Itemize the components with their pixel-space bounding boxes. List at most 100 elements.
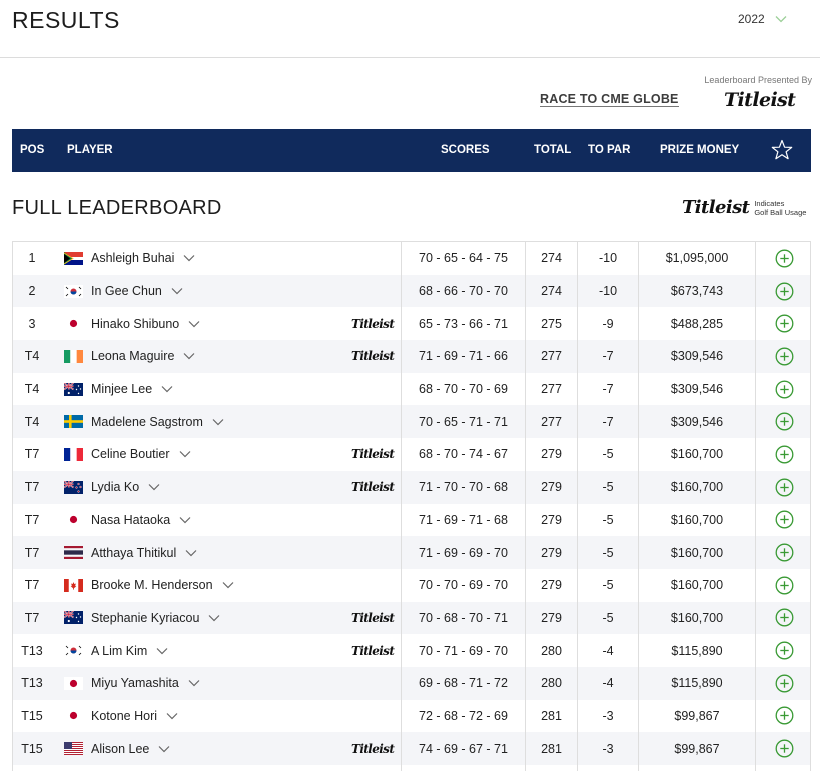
player-name-toggle[interactable]: Hinako Shibuno	[91, 307, 200, 340]
position-cell: T4	[24, 349, 40, 364]
add-circle-icon	[775, 543, 793, 562]
add-favorite-button[interactable]	[755, 503, 810, 537]
player-name-toggle[interactable]: Lydia Ko	[91, 471, 160, 504]
flag-sweden-icon	[64, 415, 83, 429]
player-name-toggle[interactable]: In Gee Chun	[91, 275, 183, 308]
year-select[interactable]: 2022	[738, 8, 808, 30]
player-name-toggle[interactable]: Madelene Sagstrom	[91, 405, 224, 438]
total-cell: 279	[525, 601, 577, 635]
prize-money-cell: $115,890	[638, 666, 755, 700]
player-name-toggle[interactable]: Kotone Hori	[91, 700, 178, 733]
header-to-par: TO PAR	[588, 144, 631, 156]
position-cell: T7	[24, 447, 40, 462]
chevron-down-icon	[166, 713, 178, 720]
scores-cell: 70 - 65 - 64 - 75	[401, 242, 525, 275]
add-favorite-button[interactable]	[755, 405, 810, 439]
add-favorite-button[interactable]	[755, 307, 810, 341]
player-name-toggle[interactable]: Brooke M. Henderson	[91, 569, 234, 602]
add-favorite-button[interactable]	[755, 470, 810, 504]
add-favorite-button[interactable]	[755, 732, 810, 765]
player-name: Minjee Lee	[91, 382, 153, 397]
leaderboard-row: T7 Atthaya Thitikul 71 - 69 - 69 - 70 27…	[13, 536, 810, 569]
flag-france-icon	[64, 447, 83, 461]
flag-japan-icon	[64, 317, 83, 331]
add-favorite-button[interactable]	[755, 666, 810, 700]
player-name-toggle[interactable]: Celine Boutier	[91, 438, 191, 471]
titleist-ball-logo: Titleist	[351, 349, 395, 364]
add-favorite-button[interactable]	[755, 568, 810, 602]
chevron-down-icon	[188, 680, 200, 687]
add-favorite-button[interactable]	[755, 372, 810, 406]
player-name-toggle[interactable]: Stephanie Kyriacou	[91, 602, 220, 635]
to-par-cell: -5	[577, 536, 638, 569]
add-circle-icon	[775, 478, 793, 497]
player-name-toggle[interactable]: Nasa Hataoka	[91, 504, 191, 537]
add-circle-icon	[775, 412, 793, 431]
flag-australia-icon	[64, 611, 83, 625]
player-name-toggle[interactable]: Alison Lee	[91, 732, 170, 765]
titleist-legend: Titleist Indicates Golf Ball Usage	[682, 197, 806, 218]
add-favorite-button[interactable]	[755, 438, 810, 471]
add-circle-icon	[775, 282, 793, 300]
flag-cell	[64, 242, 83, 275]
leaderboard-row: T15 Alison Lee Titleist 74 - 69 - 67 - 7…	[13, 732, 810, 765]
position-cell: 1	[28, 251, 36, 266]
header-prize-money: PRIZE MONEY	[660, 144, 740, 156]
add-circle-icon	[775, 380, 793, 399]
prize-money-cell: $99,867	[638, 699, 755, 733]
add-circle-icon	[775, 347, 793, 366]
player-name: A Lim Kim	[91, 643, 148, 658]
player-name: Brooke M. Henderson	[91, 578, 213, 593]
player-name-toggle[interactable]: Leona Maguire	[91, 340, 195, 373]
titleist-ball-logo: Titleist	[351, 447, 395, 462]
titleist-ball-logo: Titleist	[351, 610, 395, 625]
flag-cell	[64, 536, 83, 569]
add-favorite-button[interactable]	[755, 274, 810, 308]
legend-text-line1: Indicates	[754, 198, 785, 208]
scores-cell: 72 - 68 - 72 - 69	[401, 699, 525, 733]
star-icon[interactable]	[771, 139, 793, 161]
scores-cell: 68 - 66 - 70 - 70	[401, 274, 525, 308]
position-cell: T13	[21, 676, 43, 691]
chevron-down-icon	[148, 484, 160, 491]
add-favorite-button	[755, 765, 810, 771]
player-name-toggle[interactable]: Ashleigh Buhai	[91, 242, 195, 275]
total-cell: 274	[525, 242, 577, 275]
leaderboard-row: T13 Miyu Yamashita 69 - 68 - 71 - 72 280…	[13, 666, 810, 700]
to-par-cell: -5	[577, 470, 638, 504]
flag-south-africa-icon	[64, 251, 83, 265]
titleist-sponsor-logo[interactable]: Titleist	[724, 89, 796, 111]
player-name-toggle[interactable]: A Lim Kim	[91, 634, 168, 667]
add-favorite-button[interactable]	[755, 601, 810, 635]
to-par-cell: -9	[577, 307, 638, 341]
chevron-down-icon	[183, 353, 195, 360]
top-bar: RESULTS 2022	[0, 0, 820, 58]
add-favorite-button[interactable]	[755, 536, 810, 569]
player-name-toggle[interactable]: Miyu Yamashita	[91, 667, 200, 700]
page-title: RESULTS	[12, 7, 120, 33]
add-favorite-button[interactable]	[755, 340, 810, 373]
add-favorite-button[interactable]	[755, 242, 810, 275]
scores-cell: 71 - 69 - 69 - 70	[401, 536, 525, 569]
leaderboard-row: T7 Lydia Ko Titleist 71 - 70 - 70 - 68 2…	[13, 470, 810, 504]
prize-money-cell: $160,700	[638, 536, 755, 569]
flag-japan-icon	[64, 513, 83, 527]
scores-cell: 71 - 69 - 71 - 66	[401, 340, 525, 373]
add-favorite-button[interactable]	[755, 699, 810, 733]
player-name-toggle[interactable]: Minjee Lee	[91, 373, 173, 406]
flag-south-korea-icon	[64, 644, 83, 658]
header-pos: POS	[20, 144, 45, 156]
prize-money-cell: $115,890	[638, 634, 755, 667]
titleist-ball-logo: Titleist	[351, 741, 395, 756]
to-par-cell: -5	[577, 568, 638, 602]
position-cell: T13	[21, 643, 43, 658]
scores-cell	[401, 765, 525, 771]
player-name-toggle[interactable]: Atthaya Thitikul	[91, 536, 197, 569]
player-name: Miyu Yamashita	[91, 676, 179, 691]
leaderboard-row: 3 Hinako Shibuno Titleist 65 - 73 - 66 -…	[13, 307, 810, 341]
add-favorite-button[interactable]	[755, 634, 810, 667]
flag-cell	[64, 471, 83, 504]
add-circle-icon	[775, 445, 793, 464]
race-to-cme-globe-logo[interactable]: RACE TO CME GLOBE	[538, 87, 679, 111]
chevron-down-icon	[183, 255, 195, 262]
